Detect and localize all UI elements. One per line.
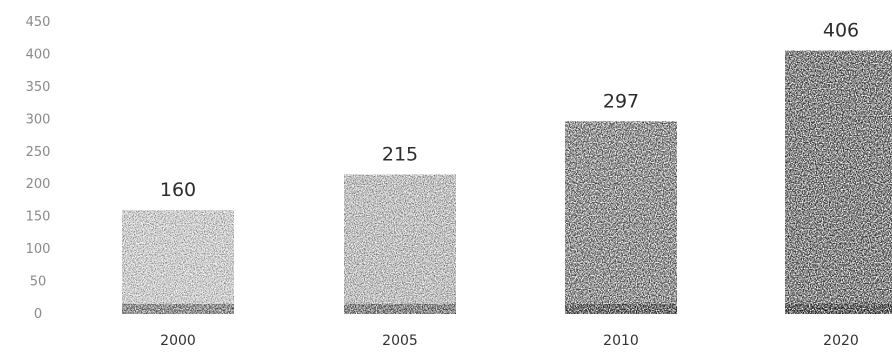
y-tick-label: 300 bbox=[26, 112, 51, 127]
data-label: 297 bbox=[603, 90, 639, 112]
data-label: 406 bbox=[823, 20, 859, 42]
data-label: 160 bbox=[160, 179, 196, 201]
bar-2010 bbox=[565, 121, 677, 314]
bar-texture bbox=[785, 50, 892, 314]
x-tick-label: 2005 bbox=[382, 333, 418, 349]
y-tick-label: 250 bbox=[26, 145, 51, 160]
bar-base bbox=[344, 304, 456, 314]
bar-2005 bbox=[344, 174, 456, 314]
x-axis: 2000 2005 2010 2020 bbox=[160, 333, 859, 349]
y-tick-label: 350 bbox=[26, 80, 51, 95]
bar-texture bbox=[565, 121, 677, 314]
bar-base bbox=[122, 304, 234, 314]
y-tick-label: 400 bbox=[26, 47, 51, 62]
y-tick-label: 50 bbox=[30, 275, 47, 290]
bar-2000 bbox=[122, 210, 234, 314]
bar-texture bbox=[344, 174, 456, 314]
bar-base bbox=[785, 304, 892, 314]
y-tick-label: 200 bbox=[26, 177, 51, 192]
x-tick-label: 2010 bbox=[603, 333, 639, 349]
bar-2020 bbox=[785, 50, 892, 314]
y-axis: 0 50 100 150 200 250 300 350 400 450 bbox=[26, 15, 51, 322]
x-tick-label: 2020 bbox=[823, 333, 859, 349]
data-label: 215 bbox=[382, 143, 418, 165]
bar-base bbox=[565, 304, 677, 314]
y-tick-label: 0 bbox=[34, 307, 42, 322]
bars-group bbox=[122, 50, 892, 314]
data-labels-group: 160 215 297 406 bbox=[160, 20, 859, 202]
y-tick-label: 150 bbox=[26, 210, 51, 225]
bar-texture bbox=[122, 210, 234, 314]
x-tick-label: 2000 bbox=[160, 333, 196, 349]
y-tick-label: 100 bbox=[26, 242, 51, 257]
y-tick-label: 450 bbox=[26, 15, 51, 30]
